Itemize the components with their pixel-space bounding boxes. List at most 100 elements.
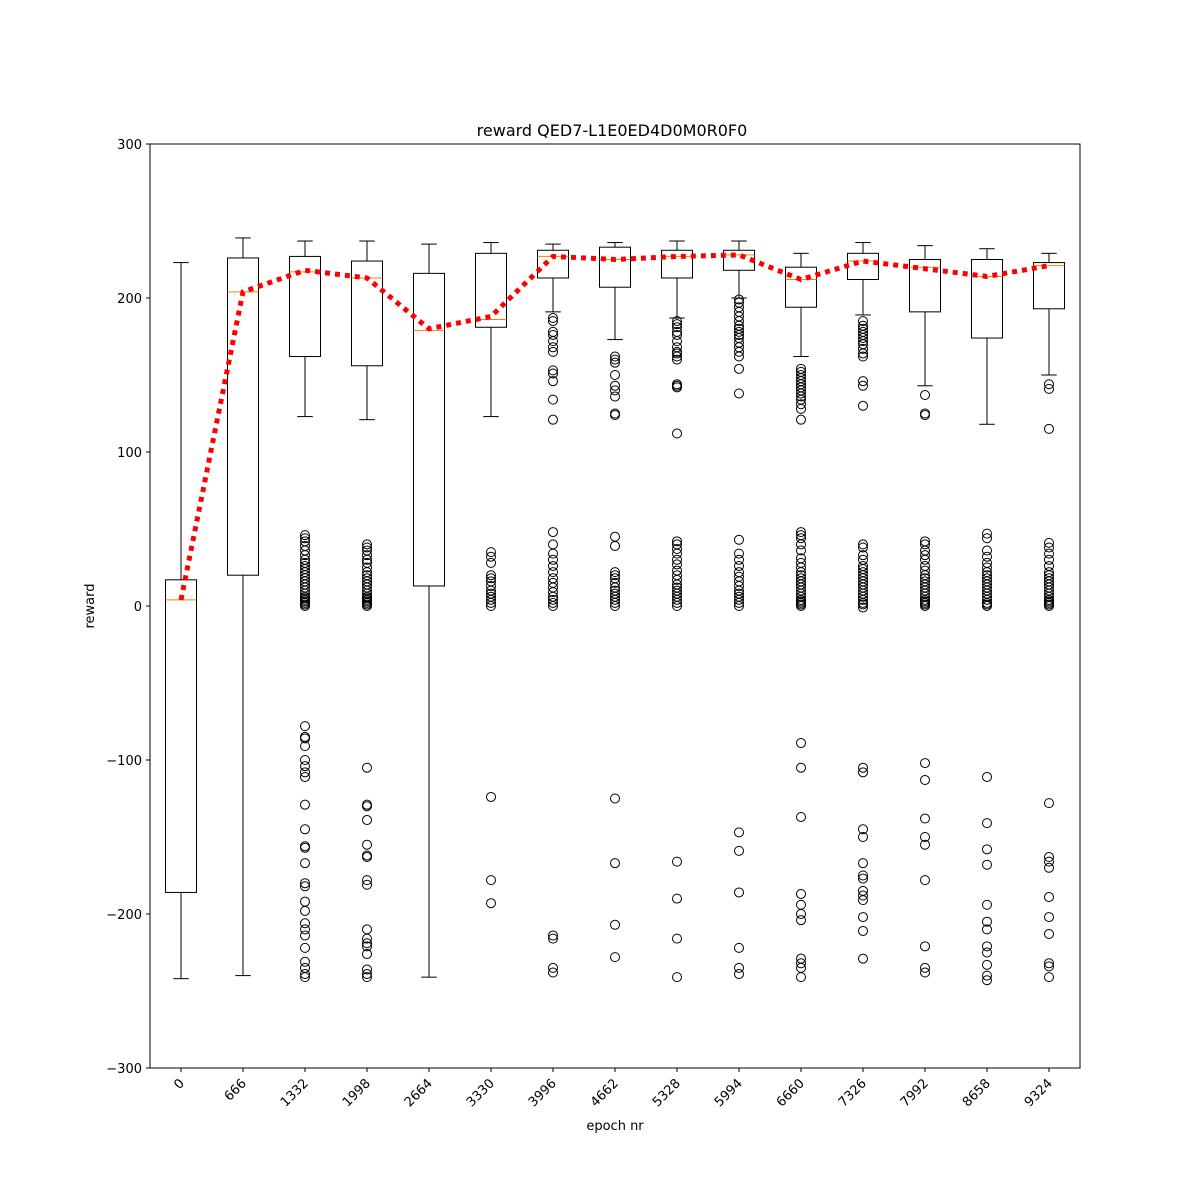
outlier-point — [610, 380, 620, 391]
outlier-point — [796, 414, 806, 425]
outlier-point — [858, 348, 868, 359]
outlier-point — [1044, 423, 1054, 434]
outlier-point — [672, 348, 682, 359]
outlier-point — [1044, 537, 1054, 548]
outlier-point — [920, 573, 930, 584]
outlier-point — [734, 588, 744, 599]
outlier-point — [362, 762, 372, 773]
outlier-point — [734, 827, 744, 838]
outlier-point — [300, 755, 310, 765]
y-tick-label: 100 — [117, 446, 142, 461]
outlier-point — [796, 811, 806, 822]
y-tick-label: 0 — [134, 600, 142, 615]
y-axis-ticks: −300 −200 −100 0 100 200 300 — [106, 138, 150, 1077]
outlier-point — [982, 916, 992, 927]
outlier-point — [672, 354, 682, 365]
box-iqr — [599, 246, 631, 288]
outlier-point — [1044, 862, 1054, 873]
outlier-point — [920, 775, 930, 786]
outlier-point — [362, 839, 372, 850]
outlier-point — [672, 382, 682, 393]
outlier-point — [920, 550, 930, 561]
plot-frame — [149, 143, 1081, 1069]
chart-title: reward QED7-L1E0ED4D0M0R0F0 — [477, 121, 748, 140]
outlier-point — [920, 576, 930, 587]
outlier-point — [548, 962, 558, 973]
outlier-point — [982, 970, 992, 981]
outlier-point — [858, 380, 868, 391]
outlier-point — [300, 560, 310, 571]
outlier-point — [362, 879, 372, 890]
outlier-point — [300, 799, 310, 810]
outlier-point — [362, 852, 372, 863]
outlier-point — [610, 858, 620, 869]
outlier-point — [1044, 972, 1054, 983]
outlier-point — [486, 557, 496, 568]
outlier-point — [982, 959, 992, 970]
outlier-point — [300, 956, 310, 967]
outlier-point — [1044, 912, 1054, 923]
outlier-point — [734, 567, 744, 578]
outlier-point — [548, 376, 558, 387]
outlier-point — [486, 588, 496, 599]
outlier-point — [920, 967, 930, 978]
plot-content — [165, 237, 1065, 986]
outlier-point — [920, 813, 930, 824]
box-iqr — [351, 260, 383, 367]
outlier-point — [1044, 560, 1054, 571]
outlier-point — [858, 550, 868, 561]
outlier-point — [548, 594, 558, 605]
outlier-point — [362, 969, 372, 980]
outlier-point — [300, 842, 310, 853]
outlier-point — [858, 895, 868, 906]
outlier-point — [300, 540, 310, 551]
outlier-point — [362, 949, 372, 960]
outlier-point — [362, 550, 372, 561]
outlier-point — [362, 557, 372, 568]
outlier-point — [672, 322, 682, 333]
outlier-point — [548, 573, 558, 584]
mean-line — [178, 252, 1050, 601]
outlier-point — [300, 942, 310, 953]
outlier-point — [858, 925, 868, 936]
box-iqr — [413, 272, 445, 587]
outlier-point — [300, 741, 310, 752]
outlier-point — [486, 551, 496, 562]
y-tick-label: 200 — [117, 292, 142, 307]
outlier-point — [548, 365, 558, 376]
outlier-point — [548, 967, 558, 978]
outlier-point — [920, 539, 930, 550]
outlier-point — [858, 767, 868, 778]
outlier-point — [610, 570, 620, 581]
outlier-point — [796, 391, 806, 402]
outlier-point — [300, 557, 310, 568]
outlier-point — [796, 570, 806, 581]
outlier-point — [548, 539, 558, 550]
outlier-point — [796, 557, 806, 568]
outlier-point — [610, 370, 620, 380]
y-tick-label: −100 — [106, 754, 142, 769]
outlier-point — [796, 399, 806, 410]
outlier-point — [1044, 379, 1054, 390]
box-group-7992 — [909, 245, 941, 978]
outlier-point — [486, 898, 496, 909]
outlier-point — [858, 554, 868, 565]
outlier-point — [920, 565, 930, 576]
outlier-point — [548, 933, 558, 944]
outlier-point — [300, 533, 310, 544]
outlier-point — [858, 400, 868, 411]
outlier-point — [300, 858, 310, 869]
box-iqr — [971, 259, 1003, 339]
outlier-point — [300, 767, 310, 778]
outlier-point — [1044, 567, 1054, 578]
box-iqr — [289, 255, 321, 358]
outlier-point — [548, 597, 558, 608]
outlier-point — [734, 326, 744, 337]
outlier-point — [734, 316, 744, 327]
outlier-point — [362, 545, 372, 556]
outlier-point — [858, 567, 868, 578]
outlier-point — [858, 539, 868, 550]
outlier-point — [1044, 961, 1054, 972]
outlier-point — [362, 573, 372, 584]
outlier-point — [362, 875, 372, 886]
